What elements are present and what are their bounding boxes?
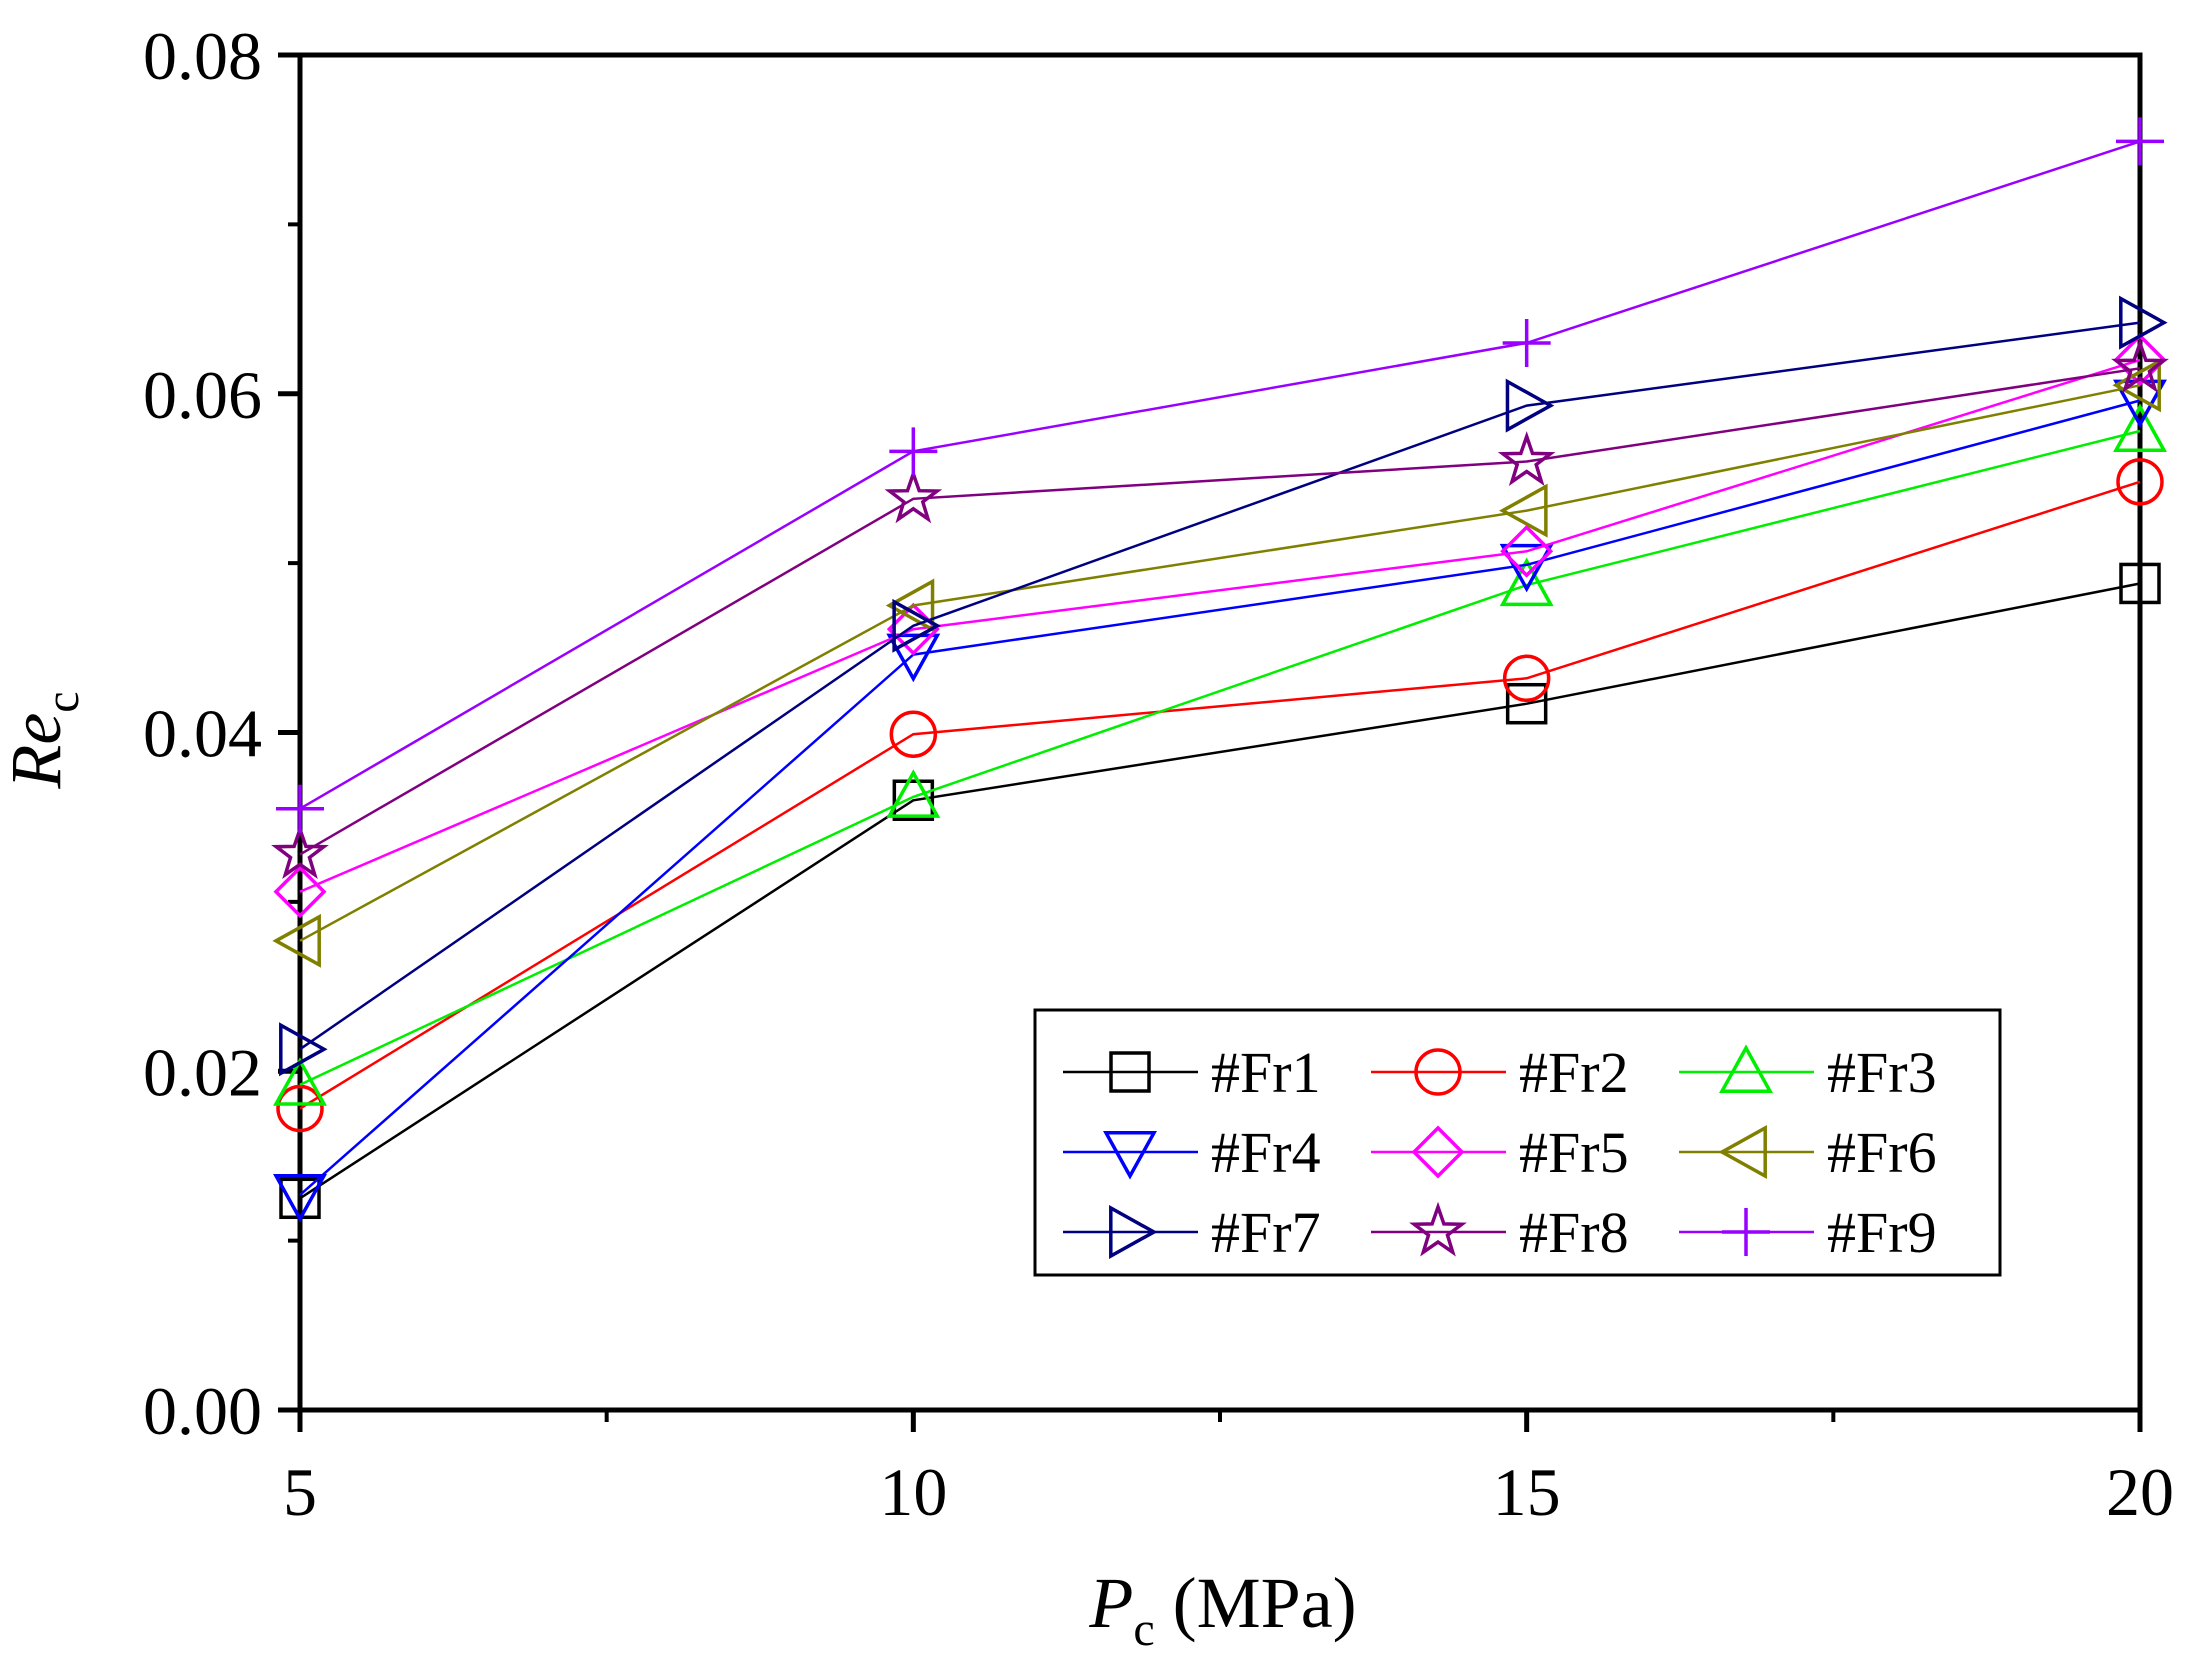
data-point (885, 578, 935, 633)
x-tick-label: 20 (2106, 1454, 2174, 1530)
series-line (299, 321, 2141, 1051)
data-point (886, 769, 941, 818)
series-7 (279, 295, 2168, 1077)
legend-marker (1414, 1048, 1462, 1096)
legend-marker (1103, 1131, 1157, 1180)
legend-item: #Fr6 (1679, 1120, 1937, 1185)
data-point (276, 1084, 324, 1133)
data-point (1505, 378, 1555, 433)
y-tick-label: 0.08 (143, 18, 262, 94)
series-line (299, 399, 2141, 1196)
series-line (299, 582, 2141, 1200)
y-axis-label-main: Re (0, 713, 76, 790)
series-9 (276, 117, 2164, 833)
legend-label: #Fr5 (1519, 1120, 1629, 1185)
x-axis-label: Pc (MPa) (1088, 1563, 1356, 1656)
legend-item: #Fr3 (1679, 1040, 1937, 1105)
legend-marker (1722, 1208, 1770, 1256)
series-line (299, 358, 2141, 893)
series-line (299, 367, 2141, 856)
legend-label: #Fr3 (1827, 1040, 1937, 1105)
x-tick-label: 15 (1493, 1454, 1561, 1530)
legend-marker (1719, 1044, 1773, 1093)
legend-box (1033, 1008, 2002, 1277)
x-axis-label-main: P (1088, 1563, 1133, 1643)
series-layer (271, 117, 2169, 1223)
data-point (1499, 543, 1554, 593)
data-point (2116, 117, 2164, 166)
data-point (886, 633, 941, 683)
x-tick-label: 5 (283, 1454, 317, 1530)
legend-label: #Fr7 (1211, 1200, 1321, 1265)
data-point (2113, 403, 2167, 452)
series-4 (273, 379, 2167, 1223)
data-point (2111, 337, 2169, 393)
legend-label: #Fr8 (1519, 1200, 1629, 1265)
data-point (1505, 682, 1548, 725)
data-point (2119, 562, 2161, 605)
series-line (299, 384, 2141, 942)
series-line (299, 480, 2141, 1110)
x-axis-label-unit: (MPa) (1155, 1563, 1357, 1643)
data-point (1500, 524, 1554, 578)
y-axis-label-sub: c (36, 691, 89, 712)
data-point (892, 779, 935, 821)
data-point (1499, 483, 1548, 538)
data-point (892, 598, 941, 653)
series-2 (276, 458, 2164, 1133)
data-point (276, 784, 324, 833)
data-point (273, 865, 327, 919)
data-point (2113, 333, 2167, 387)
legend-item: #Fr5 (1371, 1120, 1629, 1185)
legend-marker (1718, 1125, 1767, 1179)
data-point (279, 1022, 328, 1077)
data-point (273, 1173, 327, 1223)
legend: #Fr1 #Fr2 #Fr3 #Fr4 #Fr5 #Fr6 #Fr7 #Fr8 #Fr9 (1033, 1008, 2002, 1277)
data-point (271, 824, 329, 880)
series-3 (273, 403, 2167, 1106)
series-line (299, 429, 2141, 1086)
data-point (2116, 458, 2164, 506)
y-tick-label: 0.06 (143, 357, 262, 433)
y-tick-label: 0.04 (143, 696, 262, 772)
legend-item: #Fr2 (1371, 1040, 1629, 1105)
y-tick-label: 0.00 (143, 1373, 262, 1449)
series-line (299, 140, 2141, 810)
legend-label: #Fr6 (1827, 1120, 1937, 1185)
legend-item: #Fr8 (1371, 1200, 1629, 1265)
legend-item: #Fr4 (1063, 1120, 1321, 1185)
legend-label: #Fr2 (1519, 1040, 1629, 1105)
series-6 (272, 358, 2161, 968)
data-point (889, 710, 938, 758)
legend-label: #Fr4 (1211, 1120, 1321, 1185)
data-point (2113, 379, 2167, 429)
data-point (273, 1057, 327, 1106)
data-point (2119, 295, 2168, 350)
legend-marker (1411, 1125, 1465, 1179)
legend-marker (1109, 1051, 1151, 1093)
data-point (1502, 318, 1551, 367)
legend-item: #Fr9 (1679, 1200, 1937, 1265)
data-point (1502, 654, 1551, 703)
legend-item: #Fr7 (1063, 1200, 1321, 1265)
legend-label: #Fr9 (1827, 1200, 1937, 1265)
y-tick-label: 0.02 (143, 1034, 262, 1110)
data-point (272, 913, 321, 968)
data-point (1499, 557, 1554, 607)
legend-label: #Fr1 (1211, 1040, 1321, 1105)
data-point (889, 427, 938, 476)
data-point (1497, 431, 1556, 487)
data-point (2112, 358, 2161, 413)
data-point (884, 468, 943, 524)
legend-marker (1409, 1201, 1467, 1257)
y-axis-label: Rec (0, 691, 89, 789)
x-axis-label-sub: c (1133, 1603, 1154, 1656)
legend-marker (1109, 1205, 1158, 1259)
plot-area: 5 10 15 20 0.00 0.02 0.04 0.06 0.08 (143, 18, 2174, 1530)
series-8 (271, 337, 2169, 880)
legend-item: #Fr1 (1063, 1040, 1321, 1105)
x-tick-label: 10 (879, 1454, 947, 1530)
